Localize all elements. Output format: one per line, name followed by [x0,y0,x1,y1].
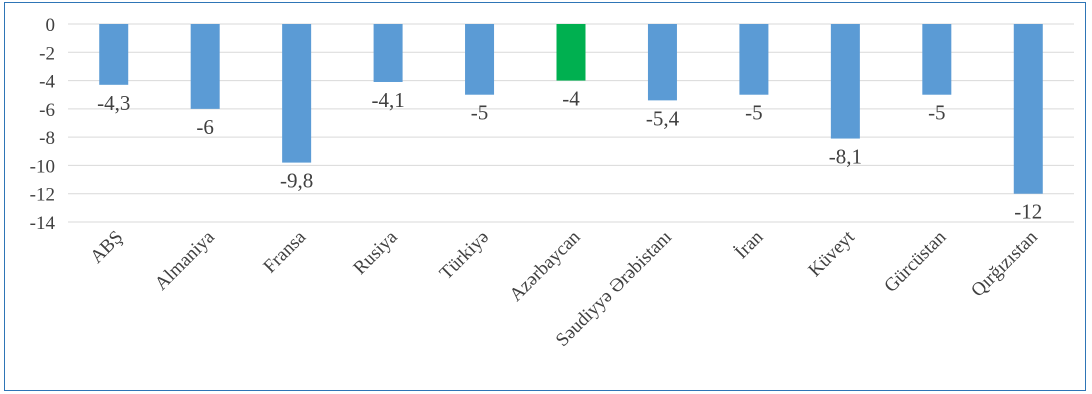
data-label: -4 [562,87,580,111]
data-label: -8,1 [829,145,862,169]
y-tick-label: -8 [39,128,55,149]
y-tick-label: -6 [39,100,55,121]
bar [465,24,495,95]
bar [282,24,312,163]
category-label: Gürcüstan [880,226,950,296]
data-label: -4,1 [371,88,404,112]
y-tick-label: -12 [30,185,55,206]
data-label: -12 [1014,200,1042,224]
category-label: İran [731,226,768,263]
bar [556,24,586,81]
bar [373,24,403,82]
y-tick-label: 0 [46,15,56,36]
category-label: Almaniya [151,226,219,294]
data-label: -5 [471,101,489,125]
data-label: -5,4 [646,106,680,130]
category-label: Azərbaycan [506,226,585,305]
data-label: -4,3 [97,91,130,115]
bar [190,24,220,109]
data-labels: -4,3 -6 -9,8 -4,1 -5 -4 -5,4 -5 -8,1 -5 -12 [97,87,1042,224]
data-label: -9,8 [280,169,313,193]
y-axis-ticks: 0 -2 -4 -6 -8 -10 -12 -14 [30,15,56,234]
category-label: Türkiyə [436,227,493,284]
gridlines [68,23,1074,223]
data-label: -5 [745,101,763,125]
category-label: Rusiya [349,226,402,279]
y-tick-label: -10 [30,156,55,177]
category-label: Fransa [260,226,311,277]
bar [1013,24,1043,194]
bars [99,24,1043,194]
category-label: Qırğızıstan [967,226,1042,301]
bar [830,24,860,139]
bar [739,24,769,95]
bar [99,24,129,85]
chart-frame [4,2,1086,391]
category-label: Küveyt [804,226,859,281]
y-tick-label: -4 [39,72,55,93]
category-label: ABŞ [86,227,127,268]
y-tick-label: -14 [30,213,56,234]
data-label: -5 [928,101,946,125]
data-label: -6 [196,115,214,139]
bar [922,24,952,95]
y-tick-label: -2 [39,43,55,64]
category-labels: ABŞ Almaniya Fransa Rusiya Türkiyə Azərbaycan… [86,226,1042,351]
bar [647,24,677,101]
